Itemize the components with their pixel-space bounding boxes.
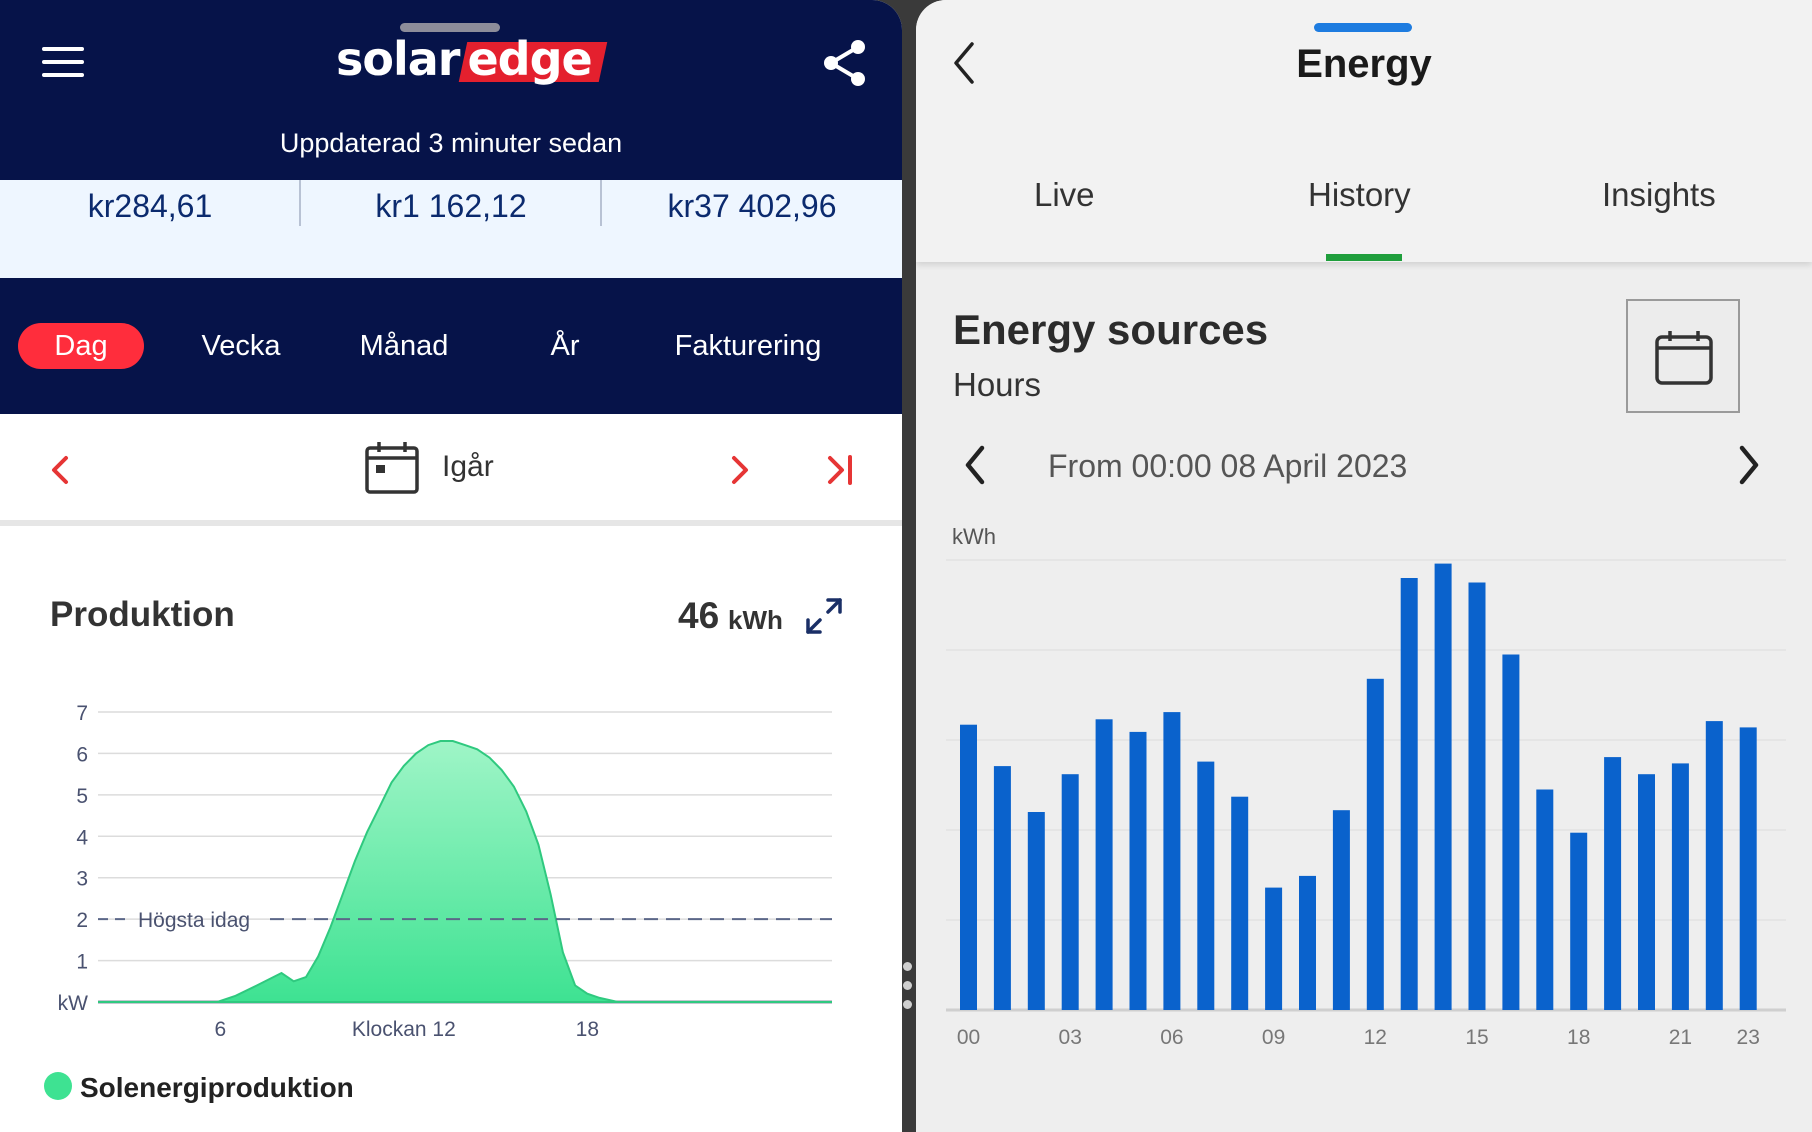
x-tick-label: 18 bbox=[576, 1018, 599, 1041]
y-tick-label: 6 bbox=[76, 743, 88, 766]
bar-hour-14 bbox=[1434, 563, 1452, 1010]
back-icon[interactable] bbox=[950, 40, 980, 86]
tab-day[interactable]: Dag bbox=[18, 323, 144, 369]
share-icon[interactable] bbox=[822, 38, 868, 88]
bar-hour-06 bbox=[1163, 712, 1181, 1010]
x-tick-label: 06 bbox=[1160, 1026, 1183, 1049]
x-tick-label: 23 bbox=[1737, 1026, 1760, 1049]
section-subtitle: Hours bbox=[953, 366, 1042, 403]
tab-year[interactable]: År bbox=[550, 330, 580, 362]
x-tick-label: 18 bbox=[1567, 1026, 1590, 1049]
y-tick-label: 1 bbox=[76, 951, 88, 974]
solaredge-logo: solar edge bbox=[336, 32, 604, 86]
expand-icon[interactable] bbox=[804, 596, 844, 636]
drag-handle[interactable] bbox=[1314, 23, 1412, 32]
bar-hour-10 bbox=[1299, 875, 1316, 1010]
production-title: Produktion bbox=[50, 595, 235, 634]
calendar-button[interactable] bbox=[1626, 299, 1740, 413]
bar-hour-04 bbox=[1095, 719, 1113, 1010]
reference-line-label: Högsta idag bbox=[138, 909, 250, 932]
solaredge-pane: solar edge Uppdaterad 3 minuter sedan kr2… bbox=[0, 0, 902, 1132]
bar-hour-09 bbox=[1265, 887, 1283, 1010]
bar-hour-01 bbox=[993, 766, 1011, 1010]
bar-hour-11 bbox=[1332, 810, 1350, 1010]
bar-hour-12 bbox=[1366, 678, 1384, 1010]
amount-month: kr1 162,12 bbox=[375, 188, 527, 224]
savings-summary: kr284,61 kr1 162,12 kr37 402,96 bbox=[0, 180, 902, 278]
bar-hour-18 bbox=[1570, 832, 1588, 1010]
y-tick-label: 2 bbox=[76, 909, 88, 932]
logo-edge-text: edge bbox=[461, 32, 603, 86]
drag-handle[interactable] bbox=[400, 23, 500, 32]
active-tab-indicator bbox=[1326, 254, 1402, 261]
y-tick-label: 3 bbox=[76, 868, 88, 891]
bar-hour-22 bbox=[1705, 721, 1723, 1010]
solar-production-area bbox=[98, 740, 832, 1003]
tab-month[interactable]: Månad bbox=[359, 330, 449, 362]
chevron-left-icon[interactable] bbox=[46, 452, 76, 488]
bar-hour-03 bbox=[1061, 774, 1079, 1010]
calendar-icon bbox=[1655, 331, 1713, 385]
bar-hour-05 bbox=[1129, 731, 1147, 1010]
energy-header: Energy Live History Insights bbox=[916, 0, 1812, 262]
x-tick-label: 03 bbox=[1059, 1026, 1082, 1049]
y-tick-label: 7 bbox=[76, 702, 88, 725]
section-title: Energy sources bbox=[953, 306, 1269, 353]
bar-hour-19 bbox=[1604, 757, 1622, 1010]
energy-bar-chart: 00 03 06 09 12 15 18 21 23 bbox=[946, 559, 1786, 1049]
y-axis-unit: kWh bbox=[952, 524, 996, 549]
bar-hour-16 bbox=[1502, 654, 1520, 1010]
bar-hour-08 bbox=[1231, 796, 1249, 1010]
logo-solar-text: solar bbox=[336, 32, 460, 86]
production-chart: kW 1 2 3 4 5 6 7 Högsta idag 6 Klockan 12 18 bbox=[58, 702, 832, 1041]
amount-total: kr37 402,96 bbox=[667, 188, 837, 224]
y-tick-label: 4 bbox=[76, 826, 88, 849]
divider bbox=[600, 180, 602, 226]
legend-swatch bbox=[44, 1072, 72, 1100]
date-range-label: From 00:00 08 April 2023 bbox=[1048, 448, 1408, 484]
legend-label: Solenergiproduktion bbox=[80, 1072, 354, 1103]
selected-date[interactable]: Igår bbox=[442, 450, 494, 483]
bar-hour-02 bbox=[1027, 812, 1045, 1010]
energy-pane: Energy Live History Insights Energy sour… bbox=[916, 0, 1812, 1132]
app-header: solar edge Uppdaterad 3 minuter sedan bbox=[0, 0, 902, 180]
menu-icon[interactable] bbox=[42, 47, 84, 77]
page-title: Energy bbox=[1296, 42, 1432, 86]
y-tick-label: 5 bbox=[76, 785, 88, 808]
amount-today: kr284,61 bbox=[87, 188, 213, 224]
tab-week[interactable]: Vecka bbox=[201, 330, 281, 362]
y-tick-label: kW bbox=[58, 992, 89, 1015]
split-handle[interactable] bbox=[903, 962, 913, 1022]
bar-hour-20 bbox=[1638, 774, 1655, 1010]
tab-billing[interactable]: Fakturering bbox=[674, 330, 822, 362]
x-tick-label: 15 bbox=[1465, 1026, 1488, 1049]
bar-hour-15 bbox=[1468, 582, 1486, 1010]
bar-hour-23 bbox=[1739, 727, 1757, 1010]
tab-live[interactable]: Live bbox=[1034, 176, 1095, 213]
chevron-right-icon[interactable] bbox=[1734, 442, 1764, 488]
production-unit: kWh bbox=[728, 605, 783, 635]
x-tick-label: 21 bbox=[1669, 1026, 1692, 1049]
x-tick-label: 00 bbox=[957, 1026, 980, 1049]
tab-insights[interactable]: Insights bbox=[1602, 176, 1716, 213]
updated-status: Uppdaterad 3 minuter sedan bbox=[279, 128, 623, 158]
x-tick-label: Klockan 12 bbox=[352, 1018, 456, 1041]
x-tick-label: 12 bbox=[1364, 1026, 1387, 1049]
bar-hour-21 bbox=[1671, 763, 1689, 1010]
x-tick-label: 6 bbox=[214, 1018, 226, 1041]
period-tabs: Dag Vecka Månad År Fakturering bbox=[0, 278, 902, 414]
bar-hour-00 bbox=[960, 724, 977, 1010]
date-navigator: Igår bbox=[0, 414, 902, 526]
bar-hour-07 bbox=[1197, 761, 1215, 1010]
bar-hour-13 bbox=[1400, 578, 1418, 1010]
skip-to-end-icon[interactable] bbox=[824, 452, 856, 488]
chevron-right-icon[interactable] bbox=[724, 452, 754, 488]
calendar-icon[interactable] bbox=[364, 440, 420, 496]
divider bbox=[299, 180, 301, 226]
bar-hour-17 bbox=[1536, 789, 1554, 1010]
chevron-left-icon[interactable] bbox=[960, 442, 990, 488]
production-value: 46 bbox=[678, 595, 720, 636]
x-tick-label: 09 bbox=[1262, 1026, 1285, 1049]
tab-history[interactable]: History bbox=[1308, 176, 1411, 213]
